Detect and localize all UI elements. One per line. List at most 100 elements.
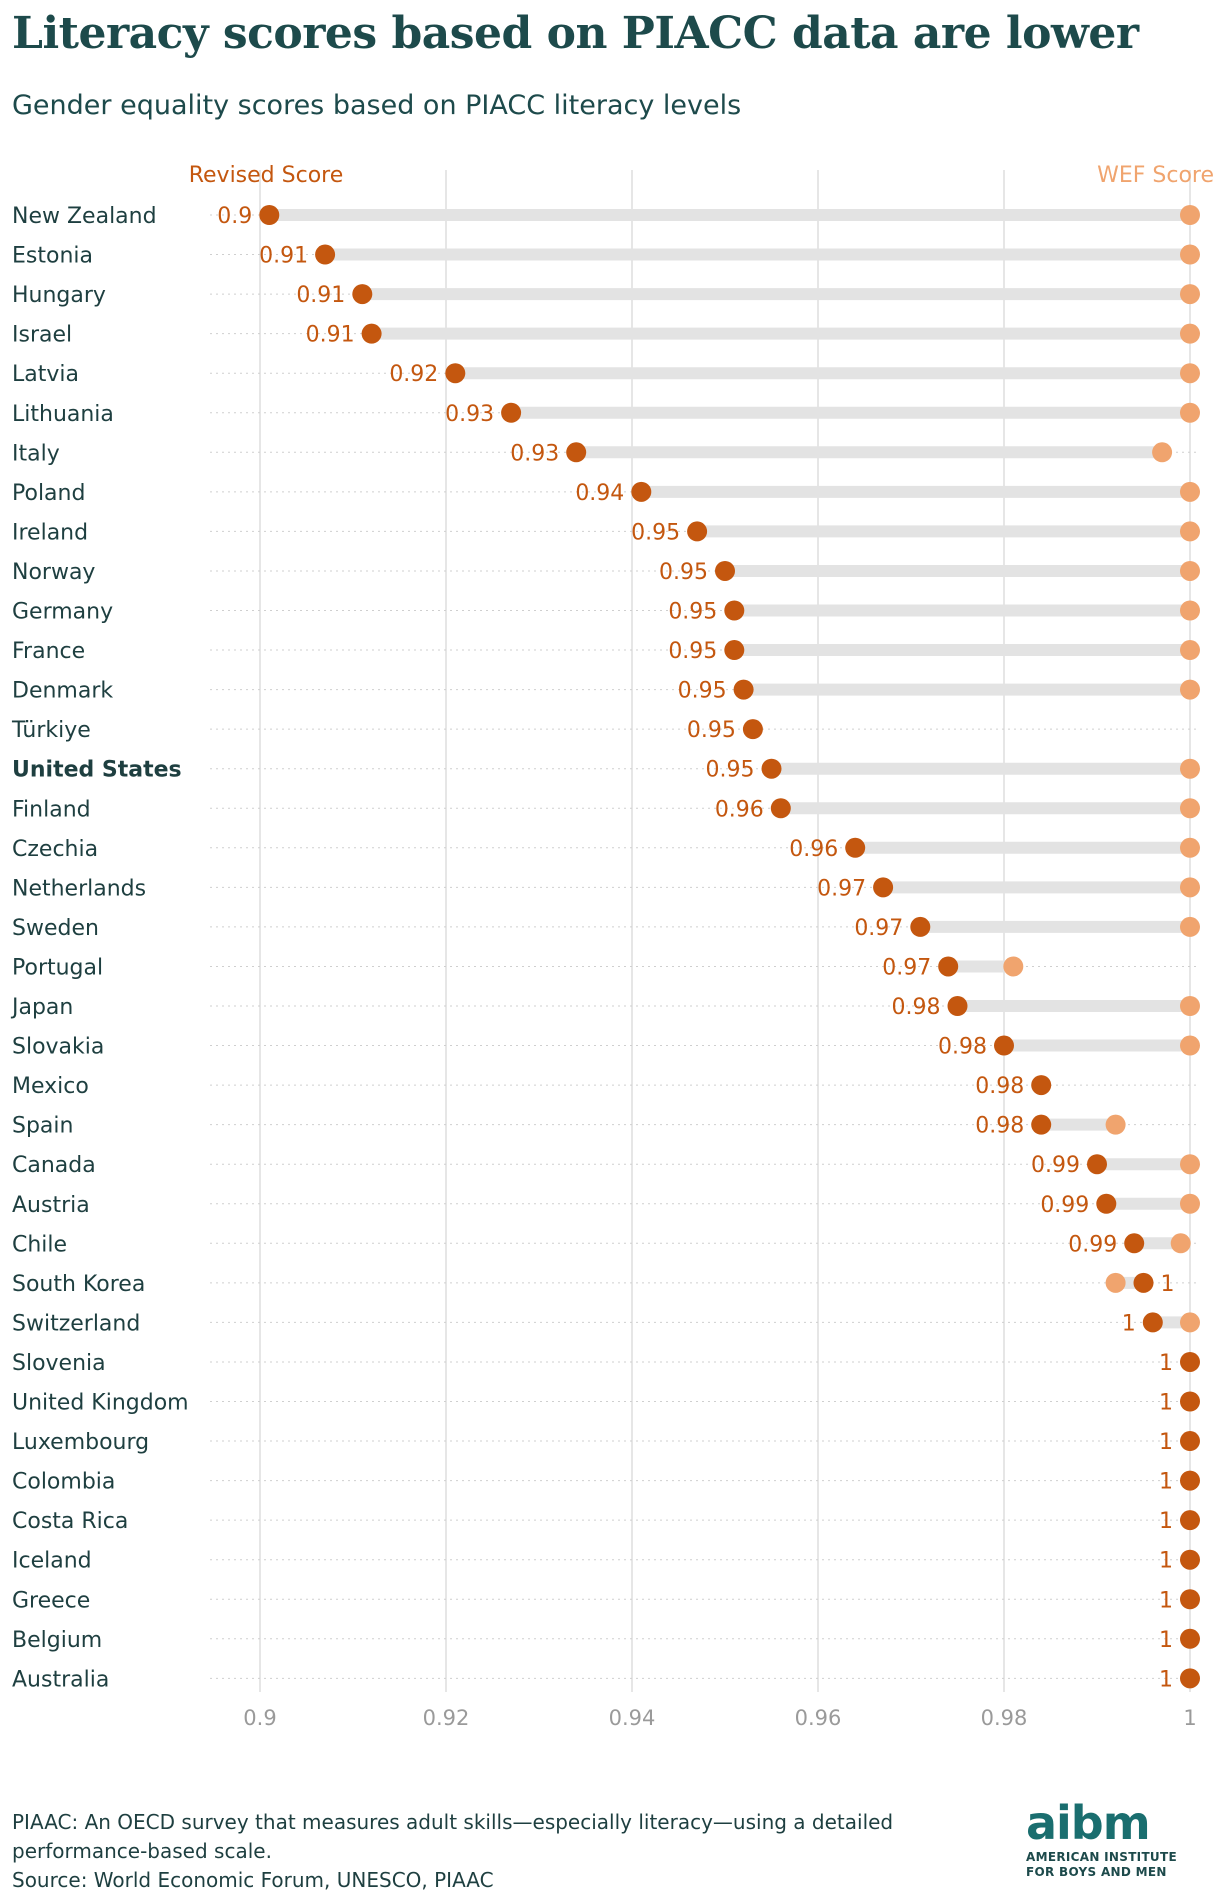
revised-value-label: 1 <box>1161 1272 1175 1297</box>
revised-value-label: 0.95 <box>631 520 680 545</box>
revised-value-label: 0.99 <box>1031 1153 1080 1178</box>
country-label: Spain <box>12 1114 73 1139</box>
revised-score-point <box>1142 1312 1163 1333</box>
country-label: Estonia <box>12 244 93 269</box>
revised-score-point <box>1180 1431 1200 1452</box>
x-tick-label: 1 <box>1183 1706 1196 1730</box>
country-label: Australia <box>12 1667 109 1692</box>
revised-value-label: 0.96 <box>789 837 838 862</box>
revised-score-point <box>1124 1233 1145 1254</box>
country-label: Sweden <box>12 916 99 941</box>
revised-score-point <box>687 521 708 542</box>
revised-score-point <box>1031 1075 1052 1096</box>
wef-score-point <box>1180 600 1200 621</box>
revised-score-point <box>445 363 466 384</box>
country-label: Iceland <box>12 1549 92 1574</box>
country-label: Colombia <box>12 1470 115 1495</box>
revised-value-label: 1 <box>1159 1430 1173 1455</box>
text-labels: 0.9 0.92 0.94 0.96 0.98 1 Revised Score WEF Sco… <box>10 163 1214 1730</box>
revised-value-label: 1 <box>1159 1667 1173 1692</box>
footnote: PIAAC: An OECD survey that measures adul… <box>12 1810 894 1863</box>
wef-score-point <box>1180 640 1200 661</box>
source-note: Source: World Economic Forum, UNESCO, PI… <box>12 1868 494 1892</box>
revised-value-label: 1 <box>1159 1351 1173 1376</box>
revised-value-label: 1 <box>1122 1311 1136 1336</box>
country-label: Canada <box>12 1153 96 1178</box>
country-label: Slovakia <box>12 1035 104 1060</box>
country-label: Norway <box>12 560 95 585</box>
revised-score-point <box>724 640 745 661</box>
revised-score-point <box>566 442 587 463</box>
revised-score-point <box>733 679 754 700</box>
revised-score-point <box>845 837 866 858</box>
country-label: Mexico <box>12 1074 89 1099</box>
wef-score-point <box>1180 679 1200 700</box>
revised-value-label: 0.93 <box>510 441 559 466</box>
logo-tagline: AMERICAN INSTITUTE FOR BOYS AND MEN <box>1026 1850 1211 1880</box>
wef-score-point <box>1170 1233 1191 1254</box>
score-points <box>259 205 1200 1689</box>
country-label: Ireland <box>12 520 88 545</box>
country-label: Chile <box>12 1232 67 1257</box>
wef-score-point <box>1180 481 1200 502</box>
revised-score-point <box>1087 1154 1107 1175</box>
aibm-logo: aibm AMERICAN INSTITUTE FOR BOYS AND MEN <box>1026 1800 1211 1880</box>
wef-score-point <box>1180 402 1200 423</box>
revised-score-point <box>1096 1193 1117 1214</box>
country-label: United States <box>12 758 182 783</box>
wef-score-point <box>1180 363 1200 384</box>
revised-value-label: 0.96 <box>715 797 764 822</box>
wef-score-point <box>1180 837 1200 858</box>
revised-value-label: 0.97 <box>817 876 866 901</box>
revised-value-label: 0.91 <box>296 283 345 308</box>
country-label: Finland <box>12 797 91 822</box>
revised-value-label: 1 <box>1159 1628 1173 1653</box>
country-label: Netherlands <box>12 876 146 901</box>
logo-tagline-line1: AMERICAN INSTITUTE <box>1026 1850 1177 1864</box>
revised-value-label: 0.91 <box>259 244 308 269</box>
wef-score-point <box>1180 758 1200 779</box>
revised-score-point <box>761 758 782 779</box>
country-label: Czechia <box>12 837 98 862</box>
revised-value-label: 1 <box>1159 1549 1173 1574</box>
country-label: France <box>12 639 85 664</box>
country-label: Poland <box>12 481 85 506</box>
legend-wef-score: WEF Score <box>1097 163 1214 188</box>
revised-score-point <box>631 481 652 502</box>
logo-wordmark: aibm <box>1026 1796 1151 1850</box>
wef-score-point <box>1152 442 1173 463</box>
country-label: Greece <box>12 1588 90 1613</box>
legend-revised-score: Revised Score <box>189 163 344 188</box>
revised-value-label: 0.97 <box>882 955 931 980</box>
wef-score-point <box>1180 1035 1200 1056</box>
wef-score-point <box>1180 284 1200 305</box>
revised-score-point <box>1031 1114 1052 1135</box>
revised-score-point <box>938 956 959 977</box>
wef-score-point <box>1180 1154 1200 1175</box>
connector-bars <box>269 209 1190 1329</box>
revised-score-point <box>910 916 931 937</box>
country-label: Costa Rica <box>12 1509 128 1534</box>
revised-value-label: 1 <box>1159 1391 1173 1416</box>
revised-score-point <box>873 877 894 898</box>
wef-score-point <box>1105 1114 1126 1135</box>
revised-score-point <box>1180 1549 1200 1570</box>
dumbbell-chart: 0.9 0.92 0.94 0.96 0.98 1 Revised Score WEF Sco… <box>10 163 1214 1730</box>
x-tick-label: 0.98 <box>981 1706 1028 1730</box>
revised-score-point <box>947 996 968 1016</box>
country-label: Denmark <box>12 679 113 704</box>
x-tick-label: 0.9 <box>243 1706 276 1730</box>
revised-score-point <box>724 600 745 621</box>
revised-score-point <box>1180 1510 1200 1531</box>
country-label: Switzerland <box>12 1311 140 1336</box>
wef-score-point <box>1180 244 1200 265</box>
country-label: United Kingdom <box>12 1391 189 1416</box>
x-tick-label: 0.96 <box>795 1706 842 1730</box>
revised-score-point <box>361 323 382 344</box>
country-label: Luxembourg <box>12 1430 149 1455</box>
revised-score-point <box>1180 1470 1200 1491</box>
country-label: Austria <box>12 1193 90 1218</box>
country-label: South Korea <box>12 1272 145 1297</box>
revised-value-label: 1 <box>1159 1470 1173 1495</box>
revised-value-label: 0.91 <box>306 323 355 348</box>
